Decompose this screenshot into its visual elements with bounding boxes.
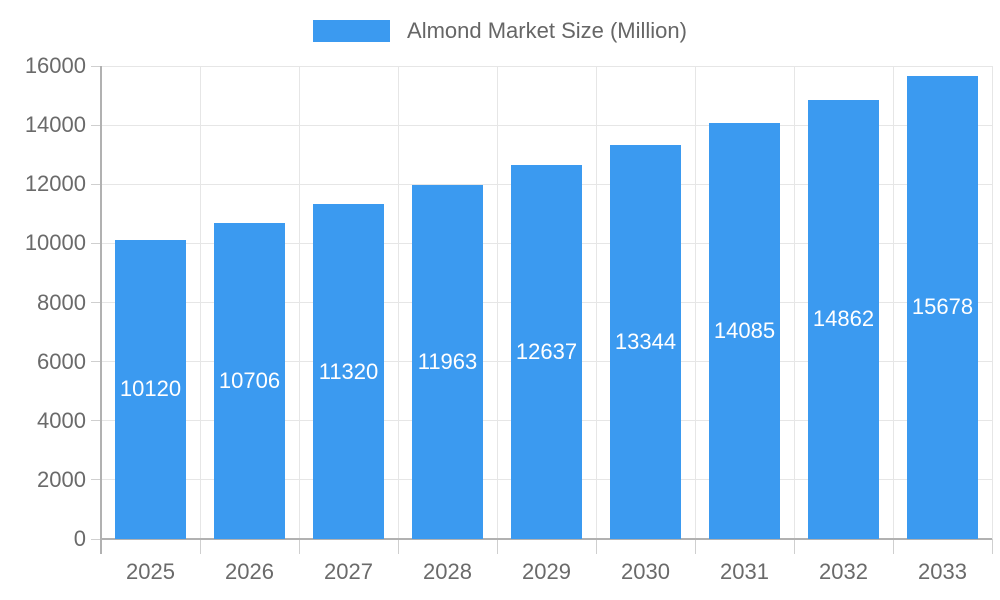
bar-2026[interactable] bbox=[214, 222, 285, 539]
x-tick-mark bbox=[694, 539, 696, 554]
x-gridline bbox=[397, 66, 399, 539]
x-gridline bbox=[595, 66, 597, 539]
y-tick-mark bbox=[91, 65, 101, 67]
y-tick-mark bbox=[91, 242, 101, 244]
y-axis-label: 0 bbox=[73, 526, 86, 551]
x-gridline bbox=[991, 66, 993, 539]
bar-value-label: 11320 bbox=[318, 358, 379, 384]
x-axis-label: 2031 bbox=[720, 559, 769, 584]
x-tick-mark bbox=[298, 539, 300, 554]
x-tick-mark bbox=[892, 539, 894, 554]
y-gridline bbox=[101, 124, 992, 126]
x-tick-mark bbox=[496, 539, 498, 554]
bar-2033[interactable] bbox=[907, 75, 978, 539]
x-gridline bbox=[199, 66, 201, 539]
x-tick-mark bbox=[199, 539, 201, 554]
bar-2032[interactable] bbox=[808, 99, 879, 539]
x-axis-label: 2025 bbox=[126, 559, 175, 584]
y-tick-mark bbox=[91, 361, 101, 363]
x-axis-label: 2027 bbox=[324, 559, 373, 584]
bar-value-label: 13344 bbox=[614, 328, 677, 354]
legend-swatch-icon bbox=[313, 20, 391, 42]
x-axis-line bbox=[101, 538, 992, 540]
y-axis-label: 10000 bbox=[24, 230, 86, 256]
legend-label: Almond Market Size (Million) bbox=[407, 18, 687, 43]
bar-value-label: 11963 bbox=[417, 349, 478, 375]
bar-2031[interactable] bbox=[709, 122, 780, 539]
y-axis-label: 2000 bbox=[37, 466, 86, 492]
y-tick-mark bbox=[91, 183, 101, 185]
bar-2025[interactable] bbox=[115, 239, 186, 539]
chart-legend[interactable]: Almond Market Size (Million) bbox=[0, 20, 1000, 42]
bar-value-label: 14862 bbox=[812, 306, 875, 332]
bar-value-label: 10706 bbox=[218, 367, 281, 393]
y-axis-label: 12000 bbox=[24, 171, 86, 197]
x-gridline bbox=[298, 66, 300, 539]
x-axis-label: 2029 bbox=[522, 559, 571, 584]
bar-2027[interactable] bbox=[313, 204, 384, 539]
y-axis-label: 6000 bbox=[37, 348, 86, 374]
x-gridline bbox=[496, 66, 498, 539]
bar-value-label: 10120 bbox=[119, 376, 182, 402]
bar-2029[interactable] bbox=[511, 165, 582, 539]
x-axis-label: 2033 bbox=[918, 559, 967, 584]
x-gridline bbox=[793, 66, 795, 539]
y-axis-line bbox=[100, 66, 102, 554]
y-tick-mark bbox=[91, 479, 101, 481]
x-axis-label: 2028 bbox=[423, 559, 472, 584]
x-gridline bbox=[694, 66, 696, 539]
y-axis-label: 4000 bbox=[37, 407, 86, 433]
x-tick-mark bbox=[793, 539, 795, 554]
x-axis-label: 2026 bbox=[225, 559, 274, 584]
y-tick-mark bbox=[91, 302, 101, 303]
y-axis-label: 16000 bbox=[24, 53, 86, 78]
bar-value-label: 14085 bbox=[713, 317, 776, 343]
y-gridline bbox=[101, 65, 992, 67]
y-axis-label: 8000 bbox=[37, 289, 86, 315]
y-tick-mark bbox=[91, 420, 101, 422]
x-tick-mark bbox=[991, 539, 993, 554]
x-axis-label: 2030 bbox=[621, 559, 670, 584]
y-tick-mark bbox=[91, 124, 101, 126]
x-axis-label: 2032 bbox=[819, 559, 868, 584]
x-gridline bbox=[892, 66, 894, 539]
bar-value-label: 12637 bbox=[515, 339, 578, 365]
y-tick-mark bbox=[91, 538, 101, 540]
bar-2028[interactable] bbox=[412, 185, 483, 539]
y-axis-label: 14000 bbox=[24, 112, 86, 138]
x-tick-mark bbox=[595, 539, 597, 554]
bar-value-label: 15678 bbox=[911, 294, 974, 320]
bar-2030[interactable] bbox=[610, 144, 681, 539]
x-tick-mark bbox=[397, 539, 399, 554]
